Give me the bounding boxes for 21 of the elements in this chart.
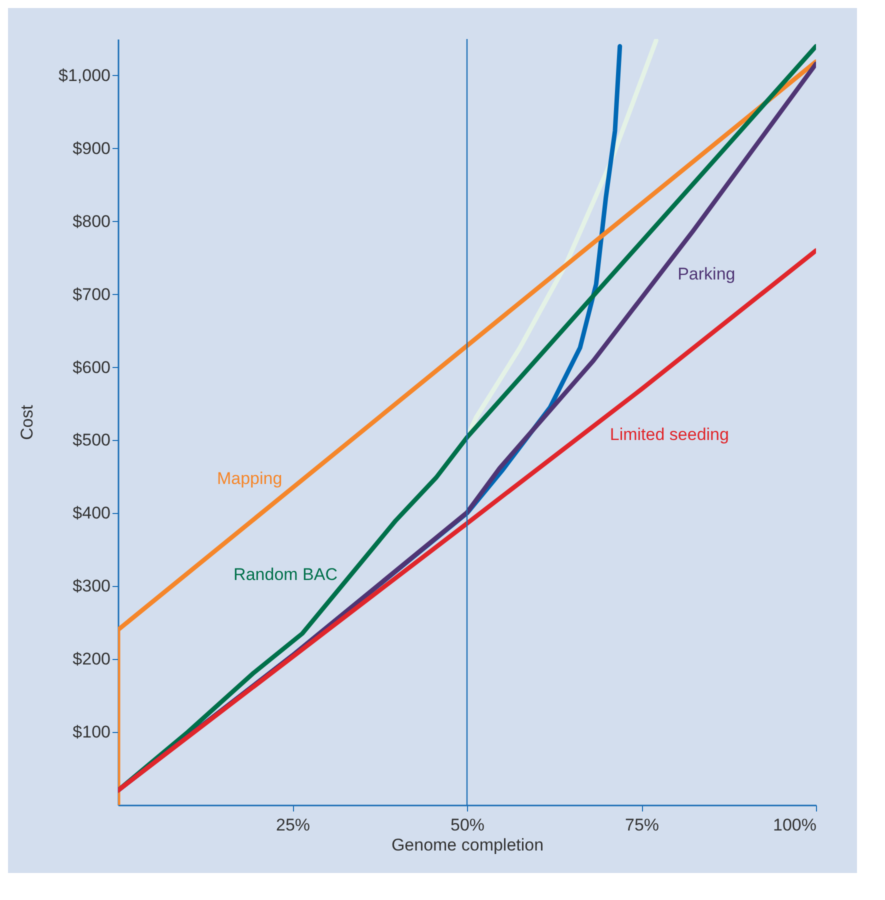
series-label: Random BAC	[234, 565, 338, 584]
y-tick-label: $700	[72, 284, 110, 304]
line-series	[118, 248, 816, 793]
y-tick-label: $400	[72, 504, 110, 523]
y-tick-label: $300	[72, 576, 110, 596]
series-label: Parking	[678, 264, 736, 284]
y-axis-title: Cost	[18, 404, 37, 440]
x-tick-label: 25%	[276, 816, 310, 834]
y-tick-label: $1,000	[58, 66, 110, 85]
series-label: Limited seeding	[610, 424, 729, 444]
x-axis-title: Genome completion	[391, 836, 544, 854]
x-tick-label: 100%	[773, 816, 816, 834]
y-tick-label: $800	[72, 212, 110, 231]
y-tick-label: $600	[72, 358, 110, 377]
y-tick-label: $100	[72, 722, 110, 742]
x-tick-label: 50%	[450, 816, 485, 834]
y-tick-label: $200	[72, 650, 110, 669]
y-tick-label: $900	[72, 138, 110, 158]
y-tick-label: $500	[72, 430, 110, 450]
x-tick-label: 75%	[624, 816, 660, 834]
series-label: Mapping	[216, 468, 282, 488]
